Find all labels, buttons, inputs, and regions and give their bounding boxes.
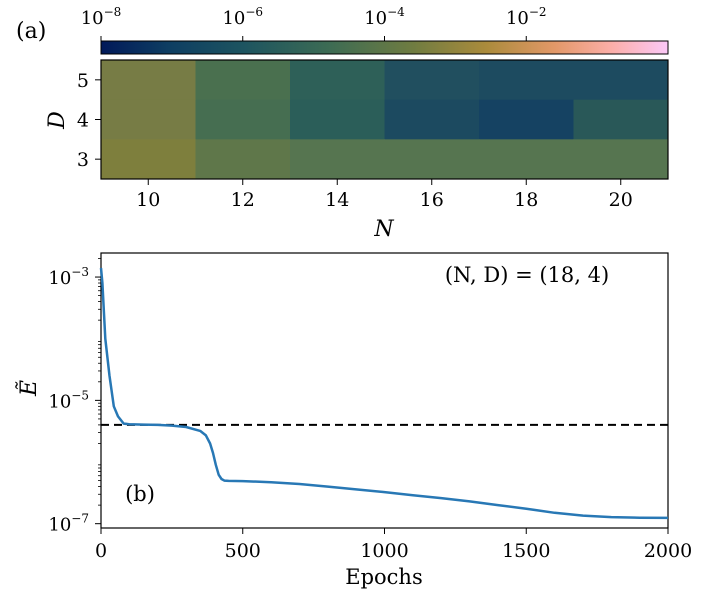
heatmap-cell <box>290 99 385 140</box>
heatmap-cell <box>101 139 196 180</box>
heatmap-y-tick-label: 5 <box>77 70 89 92</box>
line-y-tick-label: 10−7 <box>48 512 89 536</box>
line-x-tick-label: 1500 <box>502 540 550 562</box>
heatmap-cell <box>384 60 480 101</box>
heatmap-cell <box>479 139 574 180</box>
heatmap-cell <box>290 60 385 101</box>
heatmap-x-tick-label: 18 <box>514 189 538 211</box>
series-line <box>99 267 669 520</box>
colorbar-tick-label: 10−2 <box>506 5 547 29</box>
heatmap-cell <box>290 139 385 180</box>
heatmap-x-tick-label: 20 <box>609 189 633 211</box>
heatmap-xlabel: N <box>373 217 394 242</box>
line-plot-frame <box>100 252 669 529</box>
panel-label-b: (b) <box>125 482 155 506</box>
line-x-tick-label: 2000 <box>644 540 692 562</box>
heatmap-cell <box>384 139 480 180</box>
colorbar-ticks: 10−8 10−6 10−4 10−2 <box>81 5 547 41</box>
line-plot: 0 500 1000 1500 2000 10−3 10−5 10−7 (N, D) = (… <box>14 252 692 589</box>
line-x-tick-label: 0 <box>95 540 107 562</box>
panel-label-a: (a) <box>16 19 46 44</box>
heatmap-x-tick-label: 10 <box>136 189 160 211</box>
line-x-tick-label: 500 <box>225 540 261 562</box>
heatmap-cell <box>479 99 574 140</box>
heatmap-ylabel: D <box>45 111 70 130</box>
colorbar-tick-label: 10−6 <box>222 5 263 29</box>
heatmap-cell <box>479 60 574 101</box>
heatmap-cell <box>195 60 291 101</box>
heatmap-x-tick-label: 14 <box>325 189 349 211</box>
heatmap-cell <box>384 99 480 140</box>
heatmap-x-ticks: 10 12 14 16 18 20 <box>136 179 633 211</box>
line-y-tick-label: 10−3 <box>48 265 89 289</box>
heatmap-cell <box>101 99 196 140</box>
heatmap-cell <box>195 139 291 180</box>
colorbar-tick-label: 10−4 <box>364 5 405 29</box>
annotation-nd: (N, D) = (18, 4) <box>445 263 609 287</box>
heatmap-y-tick-label: 4 <box>77 110 89 132</box>
heatmap-y-ticks: 3 4 5 <box>77 70 101 171</box>
heatmap-cell <box>573 139 669 180</box>
heatmap-cell <box>573 99 669 140</box>
heatmap-x-tick-label: 16 <box>420 189 444 211</box>
line-plot-ylabel: Ẽ <box>14 380 42 397</box>
colorbar: 10−8 10−6 10−4 10−2 <box>81 5 669 55</box>
heatmap-x-tick-label: 12 <box>231 189 255 211</box>
heatmap-y-tick-label: 3 <box>77 149 89 171</box>
colorbar-tick-label: 10−8 <box>81 5 122 29</box>
heatmap-cell <box>101 60 196 101</box>
heatmap-cells <box>101 60 669 180</box>
line-x-tick-label: 1000 <box>360 540 408 562</box>
heatmap-cell <box>195 99 291 140</box>
line-plot-x-ticks: 0 500 1000 1500 2000 <box>95 528 692 562</box>
line-plot-xlabel: Epochs <box>345 565 422 589</box>
heatmap: 10 12 14 16 18 20 3 4 5 N D <box>45 59 669 242</box>
colorbar-bar <box>100 40 669 55</box>
line-y-tick-label: 10−5 <box>48 388 89 412</box>
line-plot-y-ticks: 10−3 10−5 10−7 <box>48 258 101 536</box>
heatmap-cell <box>573 60 669 101</box>
